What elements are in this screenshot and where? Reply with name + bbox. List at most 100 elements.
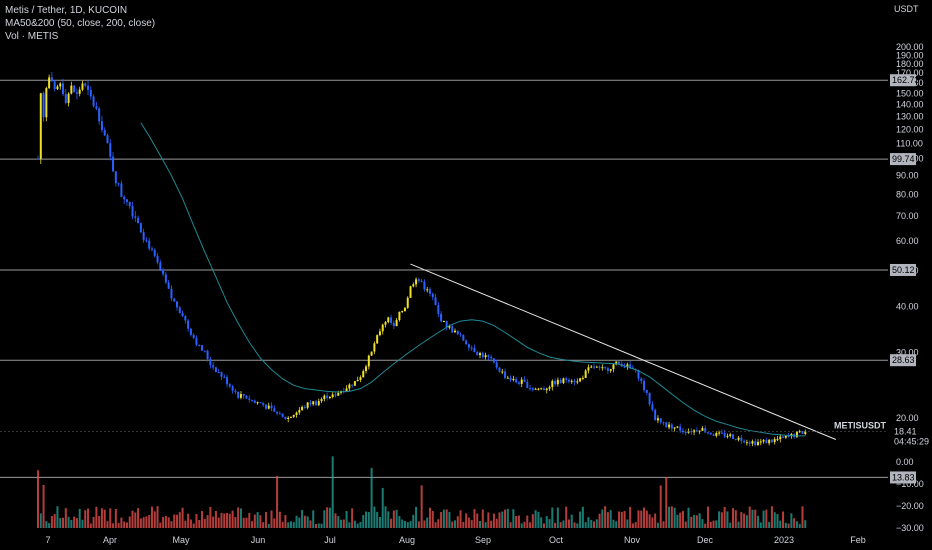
candle-body <box>176 301 178 308</box>
volume-bar <box>495 518 498 528</box>
volume-bar <box>89 523 92 528</box>
symbol-title[interactable]: Metis / Tether, 1D, KUCOIN <box>5 5 128 16</box>
candle-body <box>748 442 751 444</box>
candle-body <box>743 440 746 443</box>
candle-body <box>334 394 337 396</box>
price-tick-label: 40.00 <box>896 301 919 311</box>
volume-bar <box>320 523 323 528</box>
candle-body <box>562 378 565 383</box>
time-tick-label: Jun <box>251 535 266 545</box>
volume-bar <box>470 520 473 528</box>
horizontal-levels <box>0 79 888 478</box>
candle-body <box>181 313 184 317</box>
volume-bar <box>734 510 737 528</box>
volume-bar <box>98 516 101 528</box>
volume-bar <box>137 508 140 528</box>
volume-bar <box>690 516 693 528</box>
volume-bar <box>670 506 673 528</box>
candle-body <box>206 350 209 360</box>
volume-bar <box>381 487 384 528</box>
volume-bar <box>125 522 128 528</box>
candle-body <box>373 343 376 352</box>
volume-indicator-label[interactable]: Vol · METIS <box>5 31 59 42</box>
candle-body <box>267 405 270 409</box>
volume-bar <box>131 510 134 528</box>
volume-bar <box>53 514 56 528</box>
volume-bar <box>217 517 220 528</box>
volume-bar <box>782 511 785 528</box>
candle-body <box>70 85 73 94</box>
candle-body <box>312 401 315 405</box>
volume-tick-label: −20.00 <box>896 501 924 511</box>
volume-bar <box>609 510 612 528</box>
candle-body <box>278 413 281 415</box>
candle-body <box>476 352 479 356</box>
candle-body <box>365 366 368 372</box>
candle-body <box>537 388 540 390</box>
candle-body <box>95 106 98 109</box>
candle-body <box>456 330 459 335</box>
candle-body <box>454 330 456 333</box>
last-price-value: 18.41 <box>894 426 917 436</box>
level-tag-label: 162.73 <box>892 75 920 85</box>
candle-body <box>718 432 721 434</box>
candle-body <box>412 284 415 287</box>
time-tick-label: Apr <box>103 535 117 545</box>
candle-body <box>659 418 662 423</box>
candle-body <box>584 370 587 378</box>
candle-body <box>323 395 326 400</box>
volume-bar <box>67 516 70 528</box>
candle-body <box>665 422 668 428</box>
candle-body <box>37 158 39 160</box>
candle-body <box>445 320 448 328</box>
candle-body <box>306 402 309 408</box>
candle-body <box>484 355 487 358</box>
volume-bar <box>423 520 426 528</box>
volume-bar <box>395 509 398 528</box>
volume-bar <box>159 522 162 528</box>
volume-bar <box>264 511 267 528</box>
volume-bar <box>78 508 81 528</box>
volume-bar <box>501 511 504 528</box>
volume-bar <box>629 506 632 528</box>
candle-body <box>395 320 398 327</box>
candle-body <box>787 435 790 437</box>
candle-body <box>565 378 568 380</box>
volume-bar <box>45 521 48 528</box>
volume-bar <box>253 514 256 528</box>
candle-body <box>253 400 256 403</box>
volume-bar <box>100 508 103 528</box>
candle-body <box>81 83 84 90</box>
candle-body <box>715 432 718 436</box>
candle-body <box>623 366 626 368</box>
time-axis: 7 Apr May Jun Jul Aug Sep Oct Nov Dec 2023 Feb <box>45 535 865 545</box>
candle-body <box>276 411 279 414</box>
volume-bar <box>576 523 579 528</box>
candle-body <box>84 83 87 86</box>
candle-body <box>409 286 412 298</box>
volume-bar <box>201 510 204 528</box>
volume-bar <box>242 517 245 528</box>
volume-bar <box>176 514 178 528</box>
candle-body <box>356 380 359 382</box>
candle-body <box>687 431 690 433</box>
volume-bar <box>228 513 231 528</box>
candle-body <box>189 328 192 335</box>
candle-body <box>615 361 618 365</box>
volume-bar <box>281 521 284 528</box>
volume-bar <box>267 523 270 528</box>
candle-body <box>264 404 267 409</box>
candle-body <box>548 387 551 389</box>
ma-indicator-label[interactable]: MA50&200 (50, close, 200, close) <box>5 18 156 29</box>
level-tag-label: 50.12 <box>892 265 915 275</box>
candle-body <box>618 361 621 364</box>
volume-bar <box>70 519 73 528</box>
candle-body <box>604 367 607 369</box>
trendline[interactable] <box>410 263 837 440</box>
candle-body <box>75 92 78 94</box>
candle-body <box>162 269 165 275</box>
candle-body <box>123 196 126 200</box>
candle-body <box>195 337 198 345</box>
